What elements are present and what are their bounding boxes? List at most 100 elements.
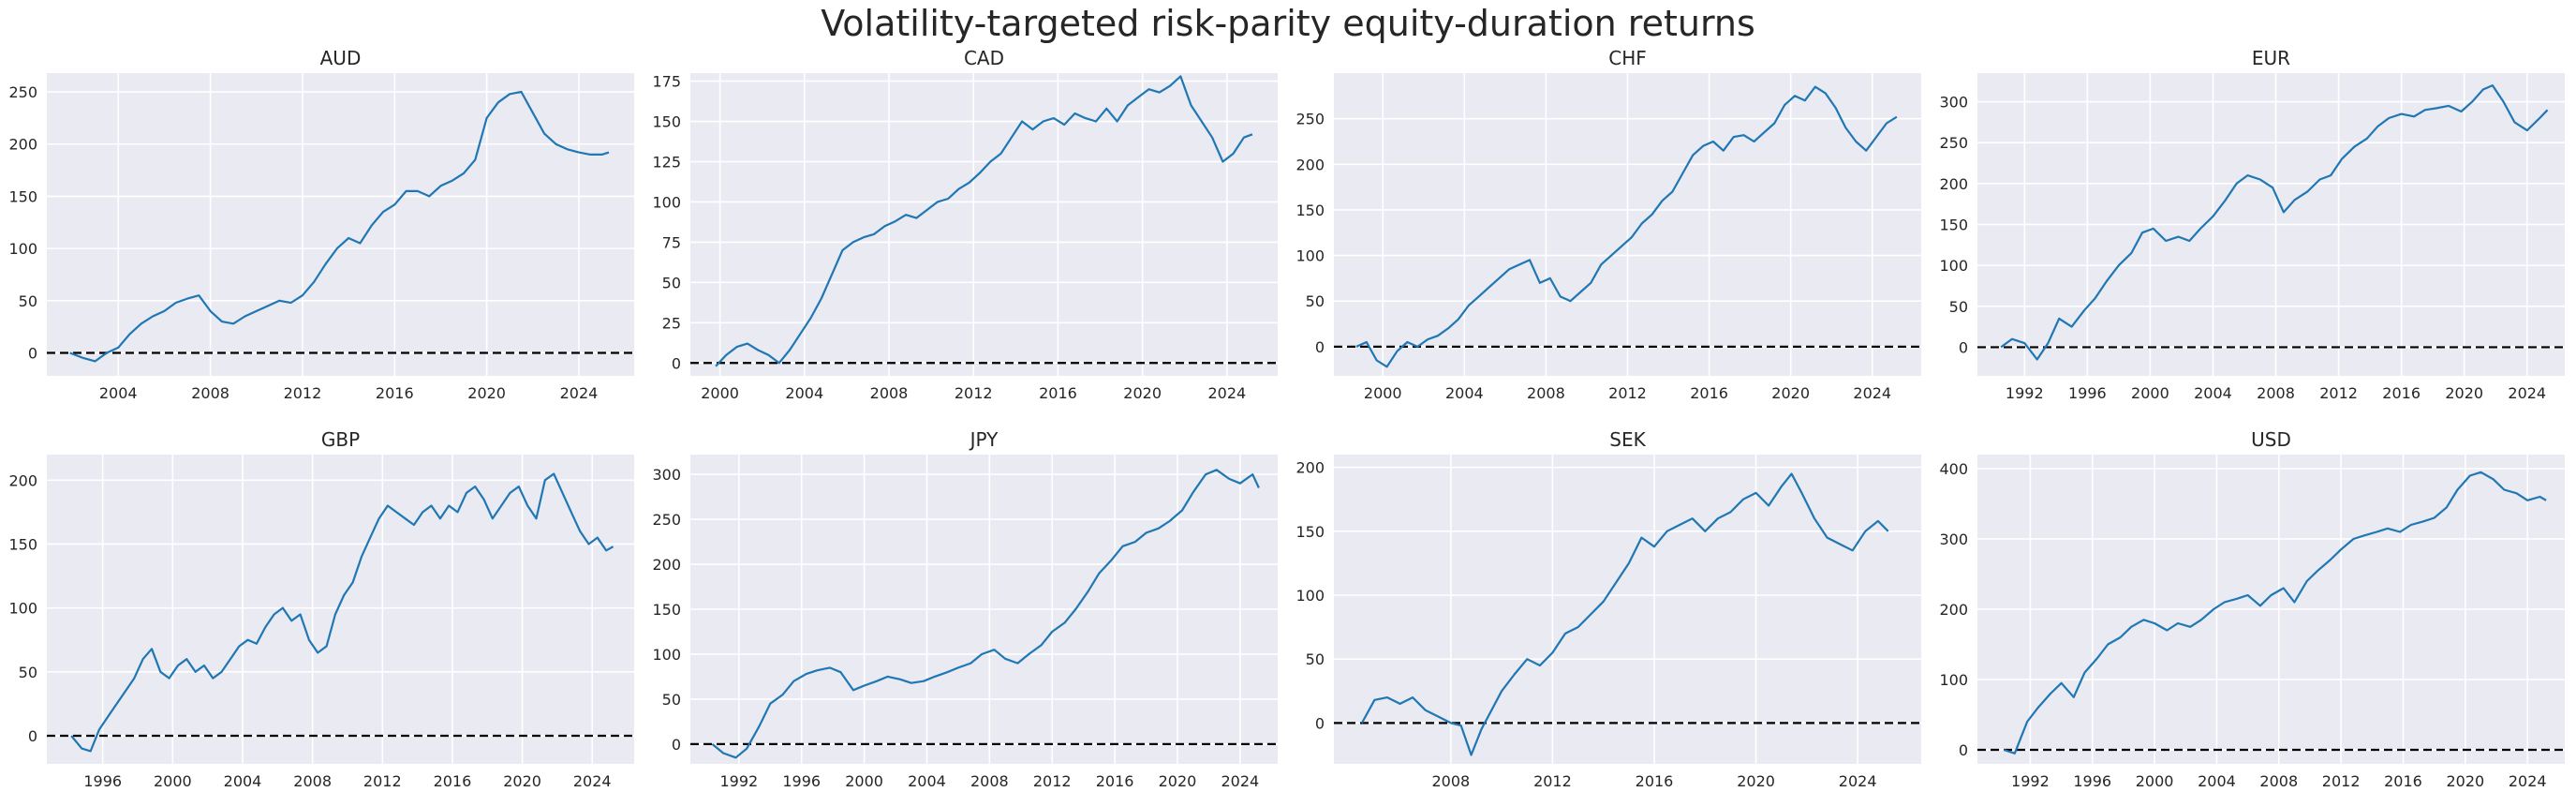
chart-title: GBP bbox=[321, 428, 360, 451]
y-tick-label: 200 bbox=[1295, 156, 1325, 173]
chart-title: JPY bbox=[969, 428, 999, 451]
x-tick-label: 2016 bbox=[2384, 772, 2422, 790]
x-tick-label: 2020 bbox=[503, 772, 541, 790]
y-tick-label: 250 bbox=[8, 83, 37, 101]
chart-title: SEK bbox=[1609, 428, 1646, 451]
y-tick-label: 100 bbox=[1295, 247, 1325, 265]
y-tick-label: 50 bbox=[662, 691, 681, 709]
y-tick-label: 50 bbox=[1949, 298, 1968, 316]
y-tick-label: 0 bbox=[28, 344, 37, 362]
x-tick-label: 2024 bbox=[560, 384, 599, 402]
x-tick-label: 2012 bbox=[363, 772, 402, 790]
y-tick-label: 200 bbox=[1939, 175, 1968, 193]
x-tick-label: 2020 bbox=[1123, 384, 1162, 402]
x-tick-label: 1996 bbox=[782, 772, 821, 790]
x-tick-label: 2008 bbox=[1527, 384, 1565, 402]
y-tick-label: 150 bbox=[8, 535, 37, 553]
series-line bbox=[70, 472, 614, 753]
series-line bbox=[2000, 83, 2549, 361]
x-tick-label: 2012 bbox=[955, 384, 993, 402]
x-tick-label: 2024 bbox=[1221, 772, 1260, 790]
series-line bbox=[715, 75, 1253, 367]
chart-title: AUD bbox=[320, 47, 362, 69]
y-tick-label: 250 bbox=[652, 511, 681, 529]
series-line bbox=[69, 90, 610, 363]
x-tick-label: 2012 bbox=[2322, 772, 2361, 790]
series-line bbox=[2003, 471, 2547, 755]
x-tick-label: 2000 bbox=[2131, 384, 2169, 402]
x-tick-label: 2012 bbox=[1533, 772, 1572, 790]
plot-area bbox=[1334, 455, 1921, 764]
chart-title: EUR bbox=[2252, 47, 2290, 69]
y-tick-label: 50 bbox=[662, 274, 681, 291]
x-tick-label: 2024 bbox=[573, 772, 612, 790]
x-tick-label: 2016 bbox=[1039, 384, 1077, 402]
y-tick-label: 150 bbox=[1295, 202, 1325, 219]
y-tick-label: 125 bbox=[652, 153, 681, 171]
y-tick-label: 300 bbox=[1939, 94, 1968, 112]
chart-panel-usd: 1992 1996 2000 2004 2008 2012 2016 2020 2024 0 100… bbox=[1939, 428, 2565, 790]
x-tick-label: 1996 bbox=[83, 772, 122, 790]
y-tick-label: 50 bbox=[19, 664, 37, 681]
y-tick-label: 0 bbox=[1315, 338, 1325, 356]
x-tick-label: 2000 bbox=[2136, 772, 2174, 790]
x-tick-label: 2020 bbox=[1737, 772, 1775, 790]
x-tick-label: 2016 bbox=[1690, 384, 1728, 402]
chart-panel-sek: 2008 2012 2016 2020 2024 0 50 100 150 200 SEK bbox=[1295, 428, 1921, 790]
chart-title: CHF bbox=[1608, 47, 1647, 69]
y-tick-label: 100 bbox=[652, 193, 681, 211]
x-tick-label: 2020 bbox=[1771, 384, 1810, 402]
y-tick-label: 200 bbox=[1939, 601, 1968, 619]
y-tick-label: 0 bbox=[28, 727, 37, 745]
y-tick-label: 200 bbox=[8, 136, 37, 154]
chart-panel-cad: 2000 2004 2008 2012 2016 2020 2024 0 25 50 75 100 12… bbox=[652, 47, 1278, 402]
x-tick-label: 2004 bbox=[1445, 384, 1484, 402]
y-tick-label: 100 bbox=[1939, 671, 1968, 689]
x-tick-label: 2000 bbox=[845, 772, 883, 790]
x-tick-label: 2000 bbox=[1364, 384, 1402, 402]
subplot-grid: 2004 2008 2012 2016 2020 2024050100150200250A… bbox=[8, 47, 2565, 790]
x-tick-label: 2008 bbox=[191, 384, 229, 402]
x-tick-label: 2012 bbox=[1033, 772, 1072, 790]
x-tick-label: 2000 bbox=[154, 772, 192, 790]
y-tick-label: 250 bbox=[1295, 111, 1325, 128]
x-tick-label: 1992 bbox=[2006, 384, 2044, 402]
y-tick-label: 150 bbox=[652, 113, 681, 131]
x-tick-label: 2004 bbox=[224, 772, 262, 790]
x-tick-label: 2020 bbox=[2445, 384, 2483, 402]
y-tick-label: 75 bbox=[662, 233, 681, 251]
x-tick-label: 2000 bbox=[701, 384, 739, 402]
plot-area bbox=[690, 73, 1278, 376]
x-tick-label: 2004 bbox=[2194, 384, 2232, 402]
y-tick-label: 100 bbox=[1939, 257, 1968, 275]
x-tick-label: 2012 bbox=[2319, 384, 2358, 402]
x-tick-label: 2008 bbox=[970, 772, 1009, 790]
y-tick-label: 400 bbox=[1939, 460, 1968, 478]
x-tick-label: 2008 bbox=[870, 384, 909, 402]
x-tick-label: 1992 bbox=[719, 772, 758, 790]
y-tick-label: 100 bbox=[8, 600, 37, 618]
y-tick-label: 200 bbox=[1295, 459, 1325, 477]
x-tick-label: 2008 bbox=[2259, 772, 2298, 790]
x-tick-label: 2024 bbox=[1853, 384, 1891, 402]
y-tick-label: 250 bbox=[1939, 134, 1968, 152]
x-tick-label: 2008 bbox=[1431, 772, 1470, 790]
series-line bbox=[1355, 85, 1898, 368]
y-tick-label: 300 bbox=[1939, 531, 1968, 548]
x-tick-label: 2012 bbox=[1608, 384, 1647, 402]
y-tick-label: 50 bbox=[1306, 292, 1325, 310]
series-line bbox=[1360, 472, 1889, 756]
y-tick-label: 0 bbox=[1959, 741, 1968, 759]
x-tick-label: 2016 bbox=[434, 772, 472, 790]
chart-panel-eur: 1992 1996 2000 2004 2008 2012 2016 2020 2024 0 50 1… bbox=[1939, 47, 2565, 402]
x-tick-label: 2004 bbox=[2198, 772, 2236, 790]
chart-panel-aud: 2004 2008 2012 2016 2020 2024 0 50 100 150 200 250 A… bbox=[8, 47, 634, 402]
x-tick-label: 2004 bbox=[908, 772, 946, 790]
y-tick-label: 25 bbox=[662, 314, 681, 332]
x-tick-label: 2008 bbox=[293, 772, 332, 790]
x-tick-label: 2004 bbox=[785, 384, 823, 402]
x-tick-label: 2016 bbox=[1636, 772, 1674, 790]
y-tick-label: 200 bbox=[652, 556, 681, 574]
x-tick-label: 2024 bbox=[1839, 772, 1877, 790]
